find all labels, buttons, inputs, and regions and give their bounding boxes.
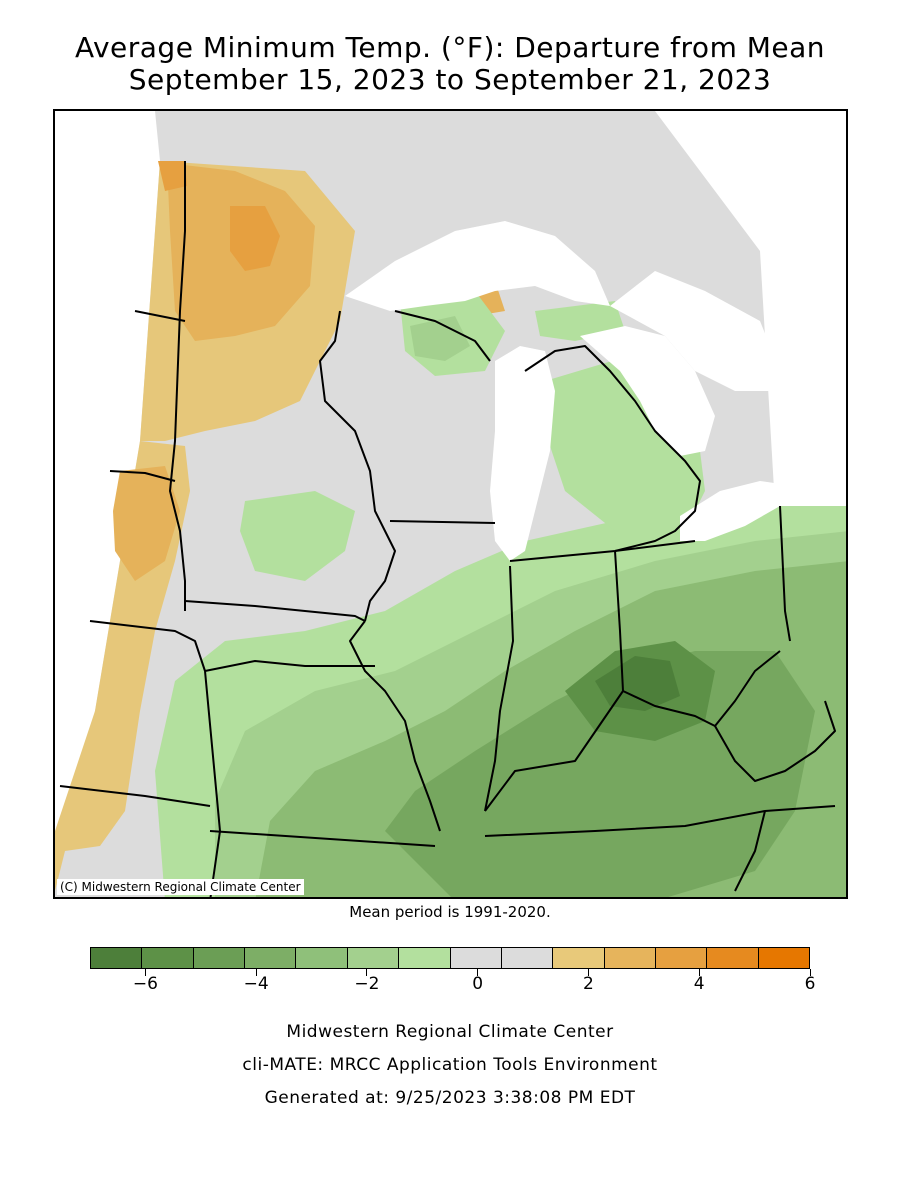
- legend-tick-label: −2: [354, 974, 380, 994]
- outside-domain-left: [55, 111, 160, 891]
- cool-region-6: [595, 656, 680, 711]
- ne-ks-border: [89, 620, 206, 672]
- in-ky-border: [484, 690, 624, 812]
- legend-swatch: [604, 948, 656, 968]
- legend-tick-label: 6: [804, 974, 816, 994]
- color-legend-bar: [90, 947, 810, 969]
- map-date-range: September 15, 2023 to September 21, 2023: [128, 63, 772, 96]
- legend-swatch: [91, 948, 143, 968]
- lake-huron: [580, 326, 715, 456]
- legend-swatch: [758, 948, 810, 968]
- il-in-border: [484, 565, 514, 812]
- legend-tick: [809, 969, 811, 976]
- ia-mo-border: [204, 660, 375, 672]
- legend-tick-label: −4: [243, 974, 269, 994]
- canada-north-shore: [610, 271, 780, 391]
- legend-tick-label: −6: [132, 974, 158, 994]
- legend-tick: [366, 969, 368, 976]
- wi-mi-up-border: [394, 310, 491, 362]
- cool-region-9: [410, 316, 470, 361]
- legend-swatch: [296, 948, 348, 968]
- legend-ticks: [90, 969, 811, 979]
- va-border: [734, 810, 766, 892]
- departure-map: [55, 111, 846, 897]
- legend-swatch: [142, 948, 194, 968]
- mean-period-note: Mean period is 1991-2020.: [349, 903, 551, 921]
- outside-domain-top: [155, 111, 846, 506]
- map-frame: (C) Midwestern Regional Climate Center: [53, 109, 848, 899]
- footer-application: cli-MATE: MRCC Application Tools Environ…: [242, 1055, 658, 1075]
- mi-mainland-outline: [524, 345, 701, 552]
- state-boundaries: [59, 161, 836, 897]
- legend-swatch: [347, 948, 400, 968]
- legend-tick: [698, 969, 700, 976]
- warm-region-6: [113, 466, 180, 581]
- in-oh-border: [614, 550, 624, 692]
- il-ia-border: [349, 620, 441, 832]
- warm-region-3: [230, 206, 280, 271]
- copyright-label: (C) Midwestern Regional Climate Center: [57, 879, 304, 895]
- oh-pa-border: [779, 505, 791, 642]
- mo-ar-border: [209, 830, 436, 847]
- legend-swatch: [245, 948, 297, 968]
- legend-swatch: [450, 948, 502, 968]
- legend-tick: [587, 969, 589, 976]
- nd-sd-border: [134, 310, 186, 322]
- legend-swatch: [655, 948, 708, 968]
- mn-wi-border: [319, 310, 396, 622]
- legend-swatch: [193, 948, 246, 968]
- legend-tick: [477, 969, 479, 976]
- warm-region-4: [158, 161, 187, 191]
- legend-tick: [255, 969, 257, 976]
- legend-swatch: [707, 948, 759, 968]
- ky-tn-border: [484, 805, 836, 837]
- footer-organization: Midwestern Regional Climate Center: [286, 1022, 614, 1042]
- lake-michigan: [490, 346, 555, 561]
- wv-border: [714, 700, 836, 782]
- lake-erie: [680, 481, 795, 541]
- mn-west-border: [169, 161, 186, 611]
- legend-tick: [144, 969, 146, 976]
- map-title: Average Minimum Temp. (°F): Departure fr…: [74, 31, 826, 64]
- sd-ne-border: [109, 470, 176, 482]
- ks-ok-border: [59, 785, 211, 807]
- mn-ia-border: [184, 600, 366, 622]
- cool-region-7: [240, 491, 355, 581]
- legend-swatch: [553, 948, 605, 968]
- lake-superior: [345, 221, 610, 311]
- legend-swatch: [501, 948, 554, 968]
- wi-il-border: [389, 520, 496, 524]
- legend-tick-label: 0: [472, 974, 484, 994]
- legend-tick-label: 2: [583, 974, 594, 994]
- footer-generated-at: Generated at: 9/25/2023 3:38:08 PM EDT: [264, 1088, 636, 1108]
- legend-tick-label: 4: [693, 974, 705, 994]
- legend-swatch: [399, 948, 451, 968]
